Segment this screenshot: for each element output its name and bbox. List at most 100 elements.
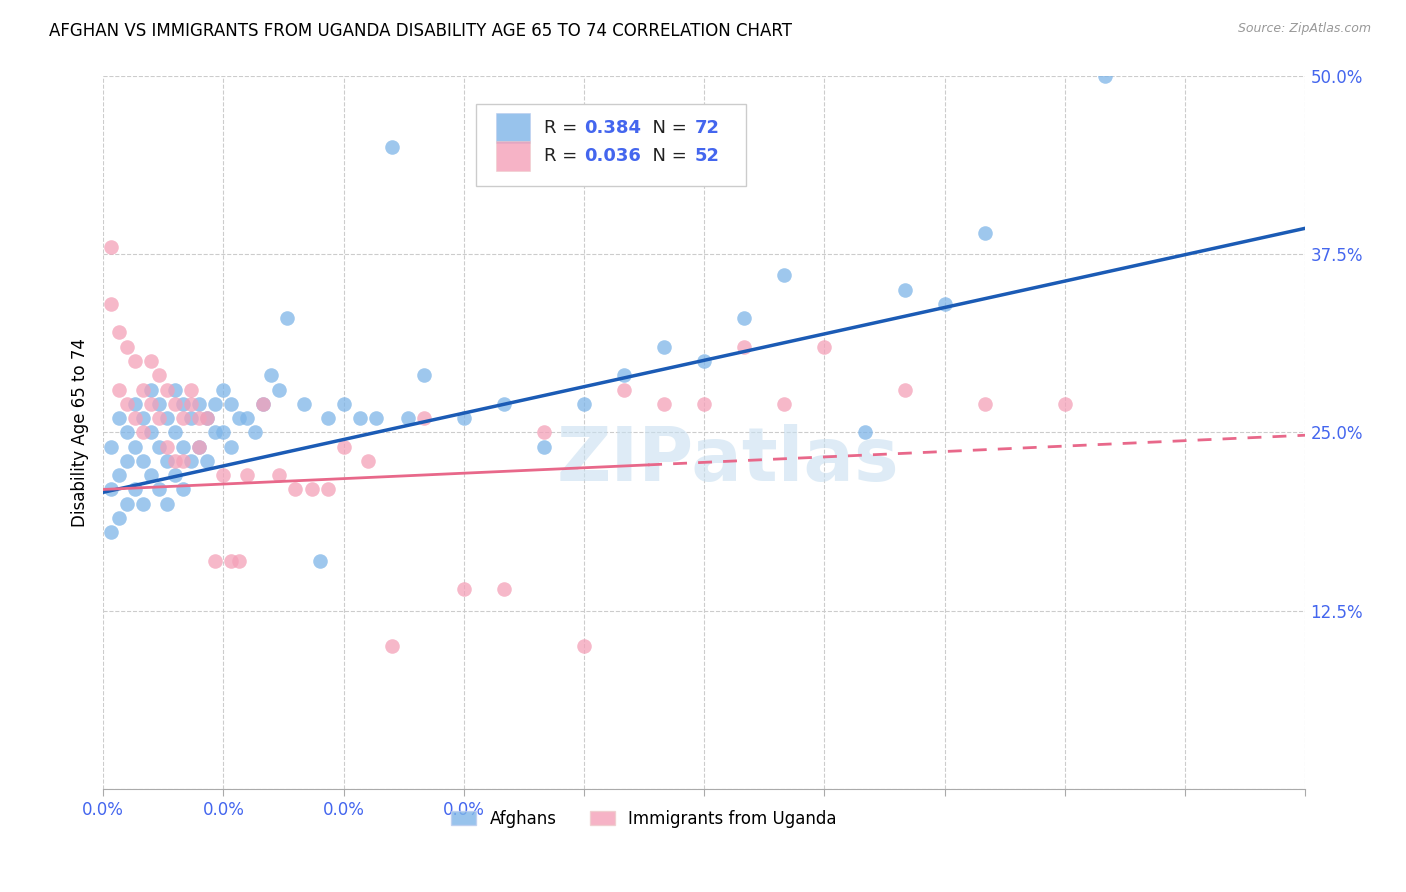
Point	[204, 425, 226, 440]
Point	[364, 411, 387, 425]
Point	[269, 468, 291, 483]
Point	[773, 397, 796, 411]
Point	[156, 454, 179, 468]
Point	[693, 354, 716, 368]
Point	[492, 397, 515, 411]
Point	[1094, 69, 1116, 83]
Point	[396, 411, 419, 425]
Text: 52: 52	[695, 147, 720, 165]
Point	[124, 483, 146, 497]
Point	[165, 425, 187, 440]
Point	[108, 511, 131, 525]
Point	[115, 397, 138, 411]
Point	[284, 483, 307, 497]
Text: ZIPatlas: ZIPatlas	[557, 425, 900, 498]
Point	[124, 411, 146, 425]
Point	[652, 340, 675, 354]
Point	[252, 397, 274, 411]
Point	[108, 468, 131, 483]
Point	[349, 411, 371, 425]
Point	[316, 411, 339, 425]
Point	[453, 411, 475, 425]
Point	[156, 440, 179, 454]
Point	[236, 411, 259, 425]
Point	[301, 483, 323, 497]
Point	[221, 440, 243, 454]
Point	[100, 240, 122, 254]
Point	[316, 483, 339, 497]
Point	[165, 397, 187, 411]
Point	[252, 397, 274, 411]
Point	[115, 454, 138, 468]
Point	[148, 440, 170, 454]
Point	[141, 354, 163, 368]
Point	[212, 383, 235, 397]
Point	[1053, 397, 1076, 411]
Point	[308, 554, 330, 568]
Point	[332, 397, 354, 411]
Point	[141, 425, 163, 440]
Point	[412, 411, 434, 425]
Legend: Afghans, Immigrants from Uganda: Afghans, Immigrants from Uganda	[444, 803, 844, 834]
Point	[893, 383, 915, 397]
Point	[853, 425, 876, 440]
Text: Source: ZipAtlas.com: Source: ZipAtlas.com	[1237, 22, 1371, 36]
Point	[813, 340, 835, 354]
Point	[100, 483, 122, 497]
Point	[188, 440, 211, 454]
Point	[165, 454, 187, 468]
Point	[733, 311, 755, 326]
Point	[132, 383, 155, 397]
Point	[100, 440, 122, 454]
Point	[228, 554, 250, 568]
Point	[165, 468, 187, 483]
Point	[533, 425, 555, 440]
Point	[221, 397, 243, 411]
Text: 0.036: 0.036	[583, 147, 641, 165]
Point	[108, 411, 131, 425]
Point	[492, 582, 515, 597]
Text: N =: N =	[641, 119, 692, 136]
Point	[733, 340, 755, 354]
Point	[893, 283, 915, 297]
Point	[212, 425, 235, 440]
Point	[148, 411, 170, 425]
Point	[572, 640, 595, 654]
Point	[245, 425, 267, 440]
Point	[332, 440, 354, 454]
Point	[180, 383, 202, 397]
Point	[188, 397, 211, 411]
Point	[141, 397, 163, 411]
Y-axis label: Disability Age 65 to 74: Disability Age 65 to 74	[72, 338, 89, 527]
Point	[124, 397, 146, 411]
Point	[212, 468, 235, 483]
FancyBboxPatch shape	[496, 141, 530, 171]
Point	[132, 497, 155, 511]
Point	[973, 397, 995, 411]
Point	[132, 411, 155, 425]
Point	[180, 454, 202, 468]
Point	[124, 440, 146, 454]
Point	[195, 411, 218, 425]
Point	[613, 383, 636, 397]
Point	[195, 411, 218, 425]
Point	[156, 411, 179, 425]
Point	[148, 368, 170, 383]
Point	[533, 440, 555, 454]
Point	[141, 383, 163, 397]
Point	[381, 640, 404, 654]
Point	[292, 397, 315, 411]
Point	[773, 268, 796, 283]
Point	[108, 383, 131, 397]
Point	[228, 411, 250, 425]
Point	[148, 397, 170, 411]
Point	[115, 340, 138, 354]
Point	[973, 226, 995, 240]
Point	[180, 397, 202, 411]
Point	[204, 397, 226, 411]
Text: AFGHAN VS IMMIGRANTS FROM UGANDA DISABILITY AGE 65 TO 74 CORRELATION CHART: AFGHAN VS IMMIGRANTS FROM UGANDA DISABIL…	[49, 22, 792, 40]
Point	[180, 411, 202, 425]
Point	[115, 497, 138, 511]
Point	[115, 425, 138, 440]
Point	[156, 497, 179, 511]
